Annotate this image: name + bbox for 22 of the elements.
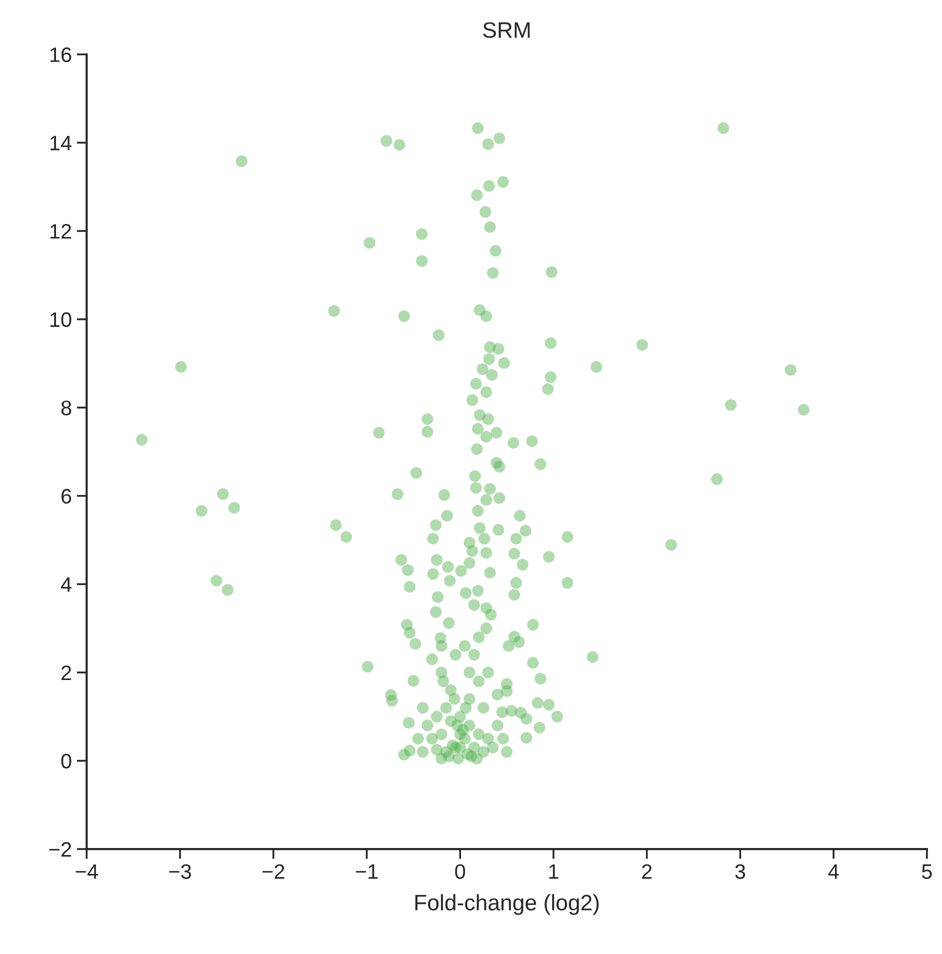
y-tick-label: 16 bbox=[50, 47, 72, 62]
x-tick-label: −4 bbox=[76, 864, 98, 879]
x-tick-label: 2 bbox=[642, 864, 652, 879]
x-tick-label: 5 bbox=[922, 864, 932, 879]
x-tick-label: 4 bbox=[828, 864, 839, 879]
chart-title: SRM bbox=[483, 22, 530, 38]
x-tick-label: 3 bbox=[735, 864, 746, 879]
y-tick-label: 14 bbox=[50, 136, 72, 150]
y-tick-label: −2 bbox=[49, 842, 72, 857]
y-tick-label: 4 bbox=[60, 577, 72, 592]
x-tick-label: −2 bbox=[262, 864, 284, 879]
x-tick-label: 0 bbox=[455, 864, 466, 879]
y-tick-label: 6 bbox=[62, 488, 72, 504]
y-tick-label: 10 bbox=[50, 312, 72, 328]
x-tick-label: −1 bbox=[356, 864, 378, 879]
y-tick-label: 12 bbox=[50, 224, 72, 239]
x-tick-label: 1 bbox=[549, 864, 558, 879]
y-tick-label: 2 bbox=[62, 665, 72, 680]
x-axis-title: Fold-change (log2) bbox=[415, 894, 599, 915]
y-tick-label: 8 bbox=[61, 400, 72, 416]
y-tick-label: 0 bbox=[61, 754, 72, 769]
x-tick-label: −3 bbox=[169, 864, 191, 879]
